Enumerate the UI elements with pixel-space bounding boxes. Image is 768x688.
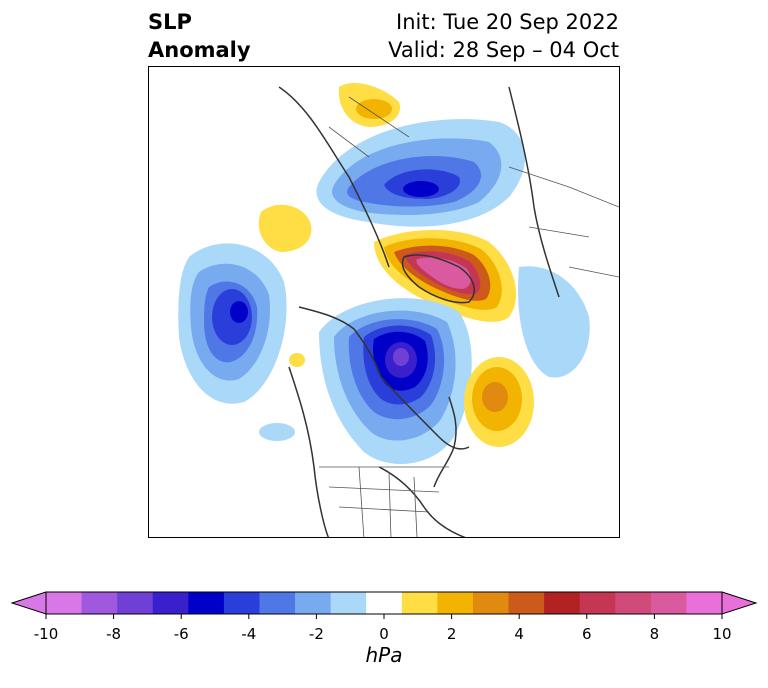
date-info: Init: Tue 20 Sep 2022 Valid: 28 Sep – 04…	[388, 8, 619, 64]
colorbar-swatch	[330, 592, 367, 614]
title-line-slp: SLP	[148, 10, 192, 34]
valid-range: Valid: 28 Sep – 04 Oct	[388, 38, 619, 62]
colorbar-swatch	[117, 592, 154, 614]
colorbar-swatch	[46, 592, 83, 614]
title-line-anomaly: Anomaly	[148, 38, 251, 62]
colorbar-tick-label: -2	[309, 625, 324, 643]
hudson-low	[319, 298, 472, 464]
borders	[319, 96, 619, 537]
colorbar-swatch	[650, 592, 687, 614]
colorbar-tick-label: -6	[174, 625, 189, 643]
colorbar-swatch	[223, 592, 260, 614]
colorbar-swatch	[437, 592, 474, 614]
init-date: Init: Tue 20 Sep 2022	[396, 10, 619, 34]
colorbar-tick-label: 2	[447, 625, 457, 643]
colorbar-swatches	[45, 591, 723, 615]
colorbar-tick-label: -10	[34, 625, 59, 643]
pacific-small-low	[259, 423, 295, 441]
colorbar-swatch	[152, 592, 189, 614]
colorbar-swatch	[188, 592, 225, 614]
east-asia-high	[258, 204, 312, 252]
colorbar-swatch	[686, 592, 723, 614]
colorbar-unit: hPa	[365, 643, 403, 667]
colorbar-swatch	[295, 592, 332, 614]
colorbar-max-arrow	[721, 591, 758, 615]
colorbar-swatch	[579, 592, 616, 614]
colorbar-swatch	[81, 592, 118, 614]
colorbar-swatch	[472, 592, 510, 614]
scandinavia-high	[338, 82, 400, 127]
map-panel	[148, 66, 620, 538]
colorbar-swatch	[401, 592, 438, 614]
colorbar-swatch	[544, 592, 581, 614]
colorbar-tick-label: 6	[582, 625, 592, 643]
pacific-low	[178, 243, 287, 404]
europe-low	[518, 266, 590, 378]
colorbar-tick-label: 0	[379, 625, 389, 643]
arctic-low	[316, 119, 526, 227]
colorbar-tick-label: 4	[514, 625, 524, 643]
colorbar-swatch	[615, 592, 652, 614]
colorbar-tick-label: -8	[106, 625, 121, 643]
coastlines	[278, 86, 560, 537]
colorbar-tick-label: -4	[241, 625, 256, 643]
colorbar-ticks: -10 -8 -6 -4 -2 0 2 4 6 8 10	[34, 614, 732, 643]
anomaly-map	[178, 82, 619, 537]
colorbar-swatch	[508, 592, 545, 614]
pacific-small-high	[289, 353, 305, 367]
colorbar: -10 -8 -6 -4 -2 0 2 4 6 8 10	[10, 591, 758, 643]
colorbar-swatch	[366, 592, 403, 614]
atlantic-high	[464, 357, 534, 447]
colorbar-tick-label: 10	[712, 625, 731, 643]
greenland-high	[374, 229, 517, 322]
colorbar-tick-label: 8	[650, 625, 660, 643]
map-title: SLP Anomaly	[148, 8, 251, 64]
colorbar-swatch	[259, 592, 296, 614]
colorbar-min-arrow	[10, 591, 47, 615]
